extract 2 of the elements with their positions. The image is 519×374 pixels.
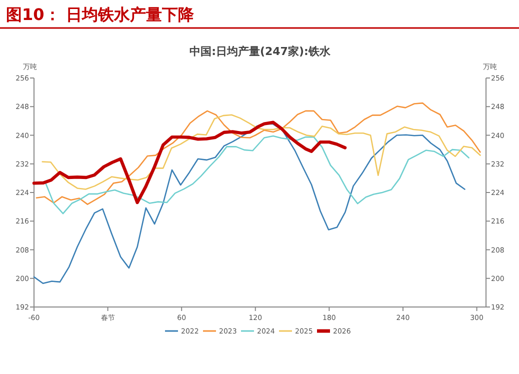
chart-subtitle: 中国:日均产量(247家):铁水 (190, 45, 332, 58)
chart-title: 图10： 日均铁水产量下降 (6, 5, 195, 24)
